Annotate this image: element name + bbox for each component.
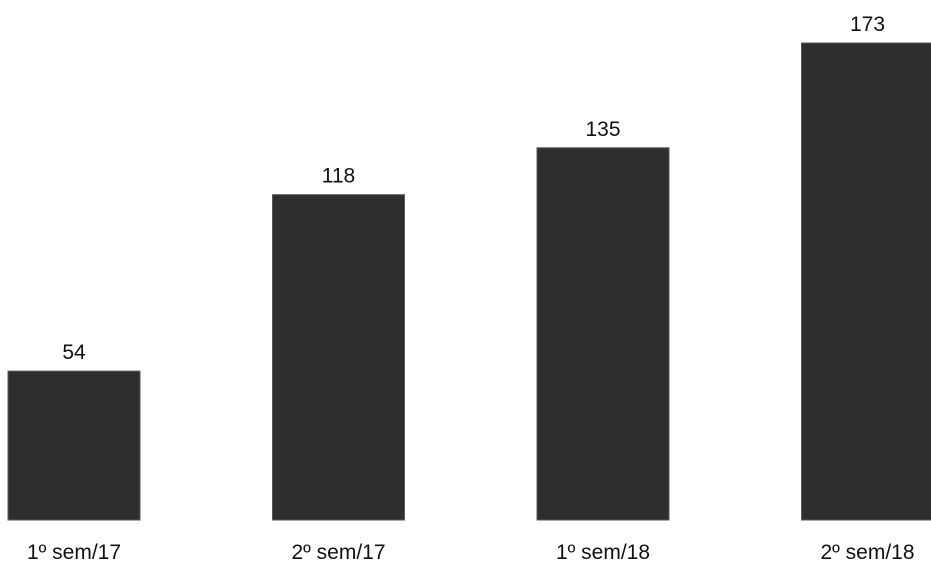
bar-value-label: 173 — [850, 13, 885, 36]
category-label: 2º sem/17 — [291, 541, 385, 562]
bar-value-label: 118 — [322, 165, 355, 188]
bar-value-label: 54 — [62, 341, 86, 364]
category-label: 1º sem/17 — [27, 541, 121, 562]
category-labels-group: 1º sem/17 2º sem/17 1º sem/18 2º sem/18 — [27, 541, 915, 562]
category-label: 1º sem/18 — [556, 541, 650, 562]
bar-4 — [801, 42, 931, 521]
bar-3 — [536, 147, 670, 521]
category-label: 2º sem/18 — [820, 541, 914, 562]
bars-group — [7, 42, 931, 521]
value-labels-group: 54 118 135 173 — [62, 13, 885, 364]
bar-value-label: 135 — [585, 118, 620, 141]
bar-1 — [7, 370, 141, 521]
bar-2 — [272, 194, 405, 521]
